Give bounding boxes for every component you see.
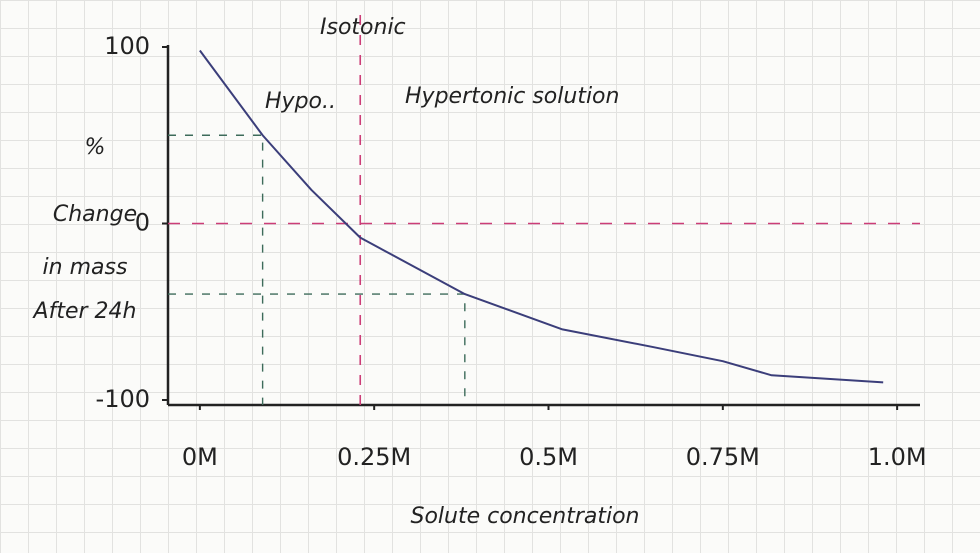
y-axis-label: Change [53,202,137,227]
annotation: Isotonic [320,15,406,40]
x-tick-label: 0M [182,443,218,471]
annotation: Hypertonic solution [405,84,619,109]
x-tick-label: 0.75M [686,443,760,471]
annotation: Hypo.. [265,89,336,114]
data-line [199,49,884,384]
guide-line [168,293,466,405]
x-tick-label: 0.25M [337,443,411,471]
y-tick-label: 0 [135,209,150,237]
guide-line [168,134,264,405]
y-axis-label: After 24h [32,299,137,324]
x-tick-label: 0.5M [519,443,578,471]
x-axis-label: Solute concentration [410,504,639,529]
y-axis-label: % [85,135,106,160]
y-tick-label: -100 [96,385,150,413]
y-axis-label: in mass [43,255,128,280]
y-tick-label: 100 [104,32,150,60]
x-tick-label: 1.0M [868,443,927,471]
